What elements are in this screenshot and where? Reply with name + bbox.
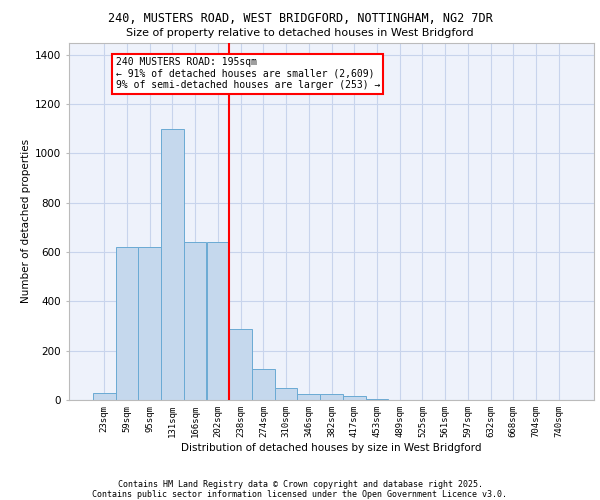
Bar — [93, 392, 116, 400]
Y-axis label: Number of detached properties: Number of detached properties — [21, 139, 31, 304]
Text: Size of property relative to detached houses in West Bridgford: Size of property relative to detached ho… — [126, 28, 474, 38]
Text: Contains public sector information licensed under the Open Government Licence v3: Contains public sector information licen… — [92, 490, 508, 499]
Text: 240 MUSTERS ROAD: 195sqm
← 91% of detached houses are smaller (2,609)
9% of semi: 240 MUSTERS ROAD: 195sqm ← 91% of detach… — [116, 58, 380, 90]
Bar — [252, 369, 275, 400]
Text: 240, MUSTERS ROAD, WEST BRIDGFORD, NOTTINGHAM, NG2 7DR: 240, MUSTERS ROAD, WEST BRIDGFORD, NOTTI… — [107, 12, 493, 26]
Bar — [139, 247, 161, 400]
Bar — [343, 396, 365, 400]
Bar — [184, 242, 206, 400]
Bar — [275, 388, 298, 400]
Bar — [206, 242, 229, 400]
Bar — [116, 247, 139, 400]
X-axis label: Distribution of detached houses by size in West Bridgford: Distribution of detached houses by size … — [181, 442, 482, 452]
Bar — [320, 394, 343, 400]
Bar — [229, 328, 252, 400]
Bar — [298, 394, 320, 400]
Bar — [161, 129, 184, 400]
Text: Contains HM Land Registry data © Crown copyright and database right 2025.: Contains HM Land Registry data © Crown c… — [118, 480, 482, 489]
